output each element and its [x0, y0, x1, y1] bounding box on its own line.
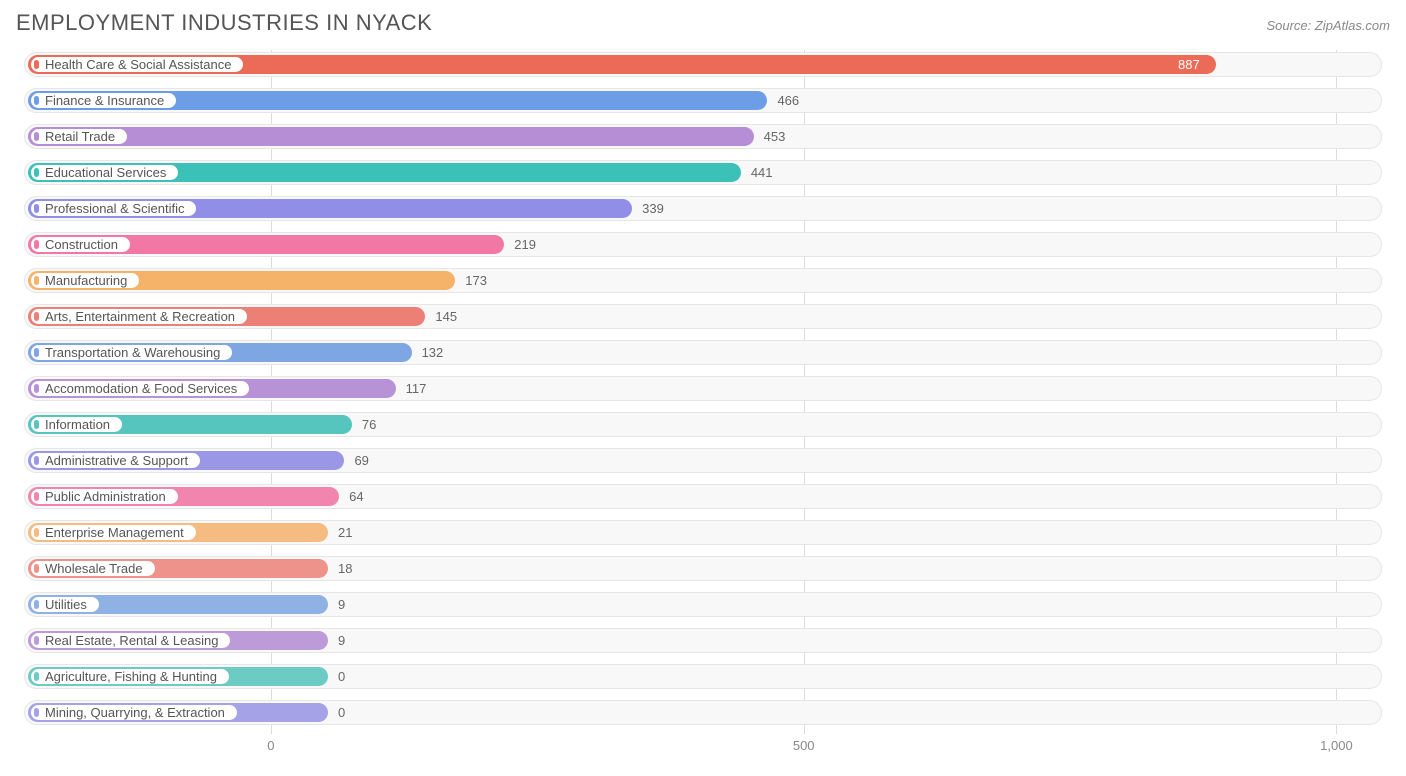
bar-value-label: 339: [634, 194, 664, 223]
bar-value-label: 9: [330, 590, 345, 619]
bar-row: Construction 219: [16, 230, 1390, 259]
bar-value-label: 219: [506, 230, 536, 259]
bar-row: Transportation & Warehousing 132: [16, 338, 1390, 367]
bar-row: Finance & Insurance 466: [16, 86, 1390, 115]
category-pill: Utilities: [31, 597, 99, 612]
chart-title: EMPLOYMENT INDUSTRIES IN NYACK: [16, 10, 432, 36]
chart-source: Source: ZipAtlas.com: [1266, 18, 1390, 33]
pill-accent: [34, 132, 39, 141]
bar-value-label: 453: [756, 122, 786, 151]
bar-row: Retail Trade 453: [16, 122, 1390, 151]
pill-accent: [34, 564, 39, 573]
chart-header: EMPLOYMENT INDUSTRIES IN NYACK Source: Z…: [16, 10, 1390, 36]
pill-accent: [34, 60, 39, 69]
source-name: ZipAtlas.com: [1315, 18, 1390, 33]
pill-accent: [34, 636, 39, 645]
category-pill: Educational Services: [31, 165, 178, 180]
bar-row: Enterprise Management 21: [16, 518, 1390, 547]
bar-row: Public Administration 64: [16, 482, 1390, 511]
axis-tick-label: 0: [267, 738, 274, 753]
pill-accent: [34, 312, 39, 321]
bar-value-label: 145: [427, 302, 457, 331]
bar-row: Accommodation & Food Services 117: [16, 374, 1390, 403]
bar-value-label: 69: [346, 446, 368, 475]
x-axis: 0 500 1,000: [16, 734, 1390, 762]
bar-value-label: 76: [354, 410, 376, 439]
pill-accent: [34, 456, 39, 465]
bar-row: Real Estate, Rental & Leasing 9: [16, 626, 1390, 655]
category-pill: Health Care & Social Assistance: [31, 57, 243, 72]
category-pill: Transportation & Warehousing: [31, 345, 232, 360]
bar-row: Health Care & Social Assistance 887: [16, 50, 1390, 79]
category-pill: Construction: [31, 237, 130, 252]
pill-accent: [34, 96, 39, 105]
axis-tick-label: 1,000: [1320, 738, 1353, 753]
bar-value-label: 132: [414, 338, 444, 367]
bar-value-label: 9: [330, 626, 345, 655]
bar-value-label: 173: [457, 266, 487, 295]
pill-accent: [34, 348, 39, 357]
bar-value-label: 117: [398, 374, 427, 403]
employment-bar-chart: Health Care & Social Assistance 887 Financ…: [16, 50, 1390, 762]
category-pill: Enterprise Management: [31, 525, 196, 540]
category-pill: Information: [31, 417, 122, 432]
category-pill: Real Estate, Rental & Leasing: [31, 633, 230, 648]
bar-value-label: 466: [769, 86, 799, 115]
pill-accent: [34, 600, 39, 609]
pill-accent: [34, 420, 39, 429]
pill-accent: [34, 168, 39, 177]
bar-row: Professional & Scientific 339: [16, 194, 1390, 223]
category-pill: Public Administration: [31, 489, 178, 504]
pill-accent: [34, 384, 39, 393]
axis-tick-label: 500: [793, 738, 815, 753]
pill-accent: [34, 672, 39, 681]
category-pill: Retail Trade: [31, 129, 127, 144]
category-pill: Mining, Quarrying, & Extraction: [31, 705, 237, 720]
bar-value-label: 441: [743, 158, 773, 187]
pill-accent: [34, 528, 39, 537]
bar-row: Administrative & Support 69: [16, 446, 1390, 475]
bar-row: Educational Services 441: [16, 158, 1390, 187]
bar-value-label: 18: [330, 554, 352, 583]
category-pill: Agriculture, Fishing & Hunting: [31, 669, 229, 684]
bar-row: Arts, Entertainment & Recreation 145: [16, 302, 1390, 331]
source-prefix: Source:: [1266, 18, 1314, 33]
bar-value-label: 21: [330, 518, 352, 547]
pill-accent: [34, 708, 39, 717]
category-pill: Accommodation & Food Services: [31, 381, 249, 396]
category-pill: Administrative & Support: [31, 453, 200, 468]
bar-value-label: 0: [330, 698, 345, 727]
bar-row: Utilities 9: [16, 590, 1390, 619]
pill-accent: [34, 492, 39, 501]
bar-row: Agriculture, Fishing & Hunting 0: [16, 662, 1390, 691]
bar-value-label: 0: [330, 662, 345, 691]
category-pill: Manufacturing: [31, 273, 139, 288]
category-pill: Wholesale Trade: [31, 561, 155, 576]
category-pill: Professional & Scientific: [31, 201, 196, 216]
bar-value-label: 887: [1170, 50, 1200, 79]
pill-accent: [34, 204, 39, 213]
category-pill: Finance & Insurance: [31, 93, 176, 108]
pill-accent: [34, 276, 39, 285]
bar-fill: [28, 127, 754, 146]
chart-rows: Health Care & Social Assistance 887 Financ…: [16, 50, 1390, 727]
bar-row: Wholesale Trade 18: [16, 554, 1390, 583]
bar-row: Mining, Quarrying, & Extraction 0: [16, 698, 1390, 727]
bar-value-label: 64: [341, 482, 363, 511]
pill-accent: [34, 240, 39, 249]
bar-row: Manufacturing 173: [16, 266, 1390, 295]
category-pill: Arts, Entertainment & Recreation: [31, 309, 247, 324]
bar-row: Information 76: [16, 410, 1390, 439]
